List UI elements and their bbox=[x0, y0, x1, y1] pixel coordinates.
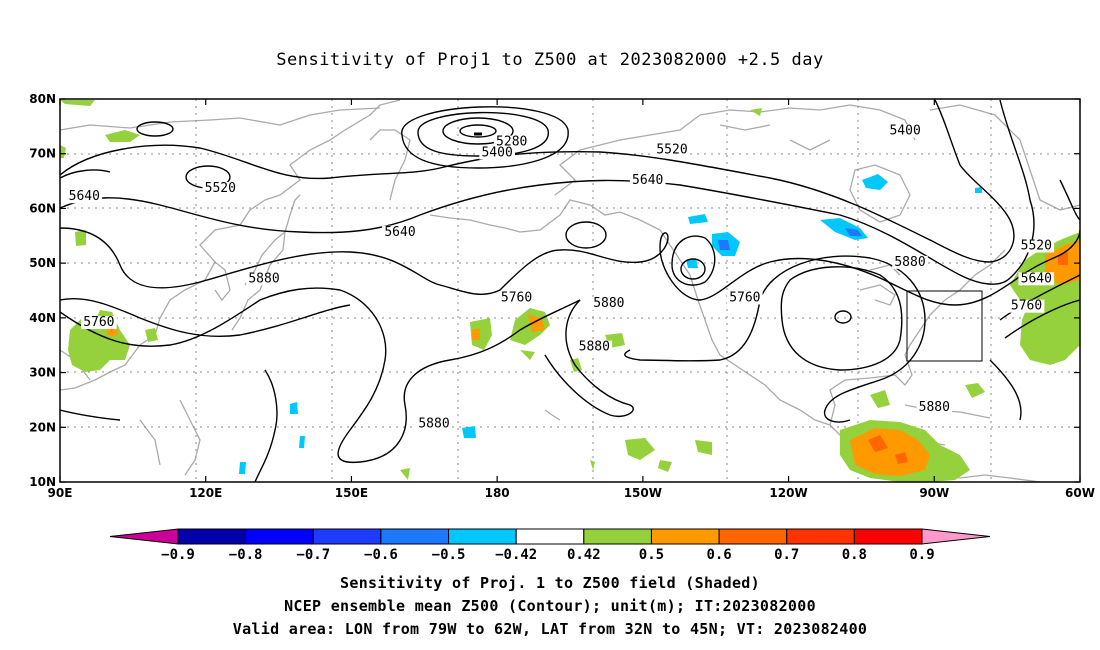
colorbar-label: −0.6 bbox=[364, 547, 398, 563]
map-title: Sensitivity of Proj1 to Z500 at 20230820… bbox=[276, 50, 824, 70]
contour-label-bg bbox=[727, 291, 763, 305]
contour-labels: 5280540054005520552055205640564056405640… bbox=[66, 124, 1055, 431]
colorbar-swatch bbox=[853, 528, 923, 545]
colorbar-swatch bbox=[448, 528, 517, 545]
contour-label-bg bbox=[576, 340, 613, 354]
colorbar-swatch bbox=[177, 528, 247, 545]
contour-label-bg bbox=[892, 255, 928, 269]
contour-label-bg bbox=[916, 400, 953, 414]
colorbar-label: −0.9 bbox=[161, 547, 195, 563]
colorbar-min-arrow bbox=[109, 528, 179, 545]
contour-label-bg bbox=[202, 182, 239, 196]
contour-label: 5520 bbox=[656, 143, 687, 158]
colorbar-label: −0.42 bbox=[495, 547, 537, 563]
contour-label-bg bbox=[654, 143, 690, 157]
colorbar-swatch bbox=[718, 528, 788, 545]
colorbar-swatch bbox=[515, 528, 585, 545]
contour-label: 5640 bbox=[632, 173, 663, 188]
caption-contour: NCEP ensemble mean Z500 (Contour); unit(… bbox=[284, 597, 816, 615]
colorbar-swatch bbox=[380, 528, 450, 545]
colorbar-label: −0.7 bbox=[296, 547, 330, 563]
lat-tick-label: 60N bbox=[29, 201, 56, 215]
contour-label: 5880 bbox=[418, 416, 449, 431]
lat-tick-label: 50N bbox=[29, 256, 56, 270]
valid-area-box bbox=[906, 290, 983, 362]
contour-label-bg bbox=[81, 316, 117, 330]
contour-label: 5760 bbox=[501, 290, 532, 305]
contour-label: 5280 bbox=[496, 135, 527, 150]
contour-label-bg bbox=[1018, 239, 1055, 253]
map-frame bbox=[59, 98, 1081, 483]
colorbar-label: 0.6 bbox=[706, 547, 731, 563]
contour-label: 5640 bbox=[1021, 271, 1052, 286]
contour-label-bg bbox=[493, 135, 530, 149]
contour-label: 5400 bbox=[481, 145, 512, 160]
lat-tick-label: 20N bbox=[29, 420, 56, 434]
contour-label-bg bbox=[1018, 272, 1055, 286]
colorbar-label: 0.42 bbox=[567, 547, 601, 563]
contour-label: 5880 bbox=[579, 340, 610, 355]
graticule bbox=[60, 99, 1080, 482]
colorbar-swatch bbox=[312, 528, 382, 545]
lat-tick-label: 10N bbox=[29, 475, 56, 489]
contour-label: 5520 bbox=[205, 181, 236, 196]
caption-shaded: Sensitivity of Proj. 1 to Z500 field (Sh… bbox=[340, 574, 760, 592]
lon-tick-label: 150W bbox=[624, 486, 662, 500]
colorbar-swatch bbox=[583, 528, 652, 545]
lon-tick-label: 90E bbox=[48, 486, 73, 500]
contour-label-bg bbox=[479, 146, 515, 160]
colorbar-label: 0.9 bbox=[909, 547, 934, 563]
contour-label: 5400 bbox=[889, 124, 920, 139]
contour-label-bg bbox=[382, 225, 418, 239]
contour-label-bg bbox=[246, 272, 282, 286]
contour-label: 5760 bbox=[1011, 299, 1042, 314]
colorbar bbox=[109, 528, 991, 545]
contour-label-bg bbox=[416, 417, 452, 431]
contour-label: 5760 bbox=[83, 315, 114, 330]
lon-tick-label: 150E bbox=[335, 486, 368, 500]
axis-ticks bbox=[59, 98, 1081, 483]
lon-tick-label: 120W bbox=[769, 486, 807, 500]
colorbar-swatch bbox=[650, 528, 720, 545]
lon-tick-label: 90W bbox=[919, 486, 949, 500]
contour-label-bg bbox=[498, 291, 535, 305]
contour-label: 5760 bbox=[729, 290, 760, 305]
contour-label: 5880 bbox=[919, 400, 950, 415]
colorbar-label: 0.5 bbox=[639, 547, 664, 563]
colorbar-labels: −0.9 −0.8 −0.7 −0.6 −0.5 −0.42 0.42 0.5 0.6 0.7 0.… bbox=[161, 547, 935, 563]
colorbar-label: −0.8 bbox=[229, 547, 263, 563]
colorbar-swatch bbox=[245, 528, 314, 545]
caption-valid-area: Valid area: LON from 79W to 62W, LAT fro… bbox=[232, 620, 868, 638]
contour-label-bg bbox=[66, 190, 103, 204]
contour-label: 5520 bbox=[1021, 238, 1052, 253]
contour-label: 5640 bbox=[69, 189, 100, 204]
contour-label-bg bbox=[629, 173, 666, 187]
colorbar-max-arrow bbox=[921, 528, 991, 545]
contour-label: 5880 bbox=[248, 271, 279, 286]
lon-tick-label: 60W bbox=[1065, 486, 1095, 500]
lat-tick-label: 40N bbox=[29, 311, 56, 325]
lon-tick-label: 180 bbox=[485, 486, 510, 500]
lon-tick-label: 120E bbox=[189, 486, 222, 500]
contour-label-bg bbox=[887, 124, 923, 138]
lat-tick-label: 70N bbox=[29, 147, 56, 161]
contour-label-bg bbox=[591, 296, 627, 310]
contour-label: 5640 bbox=[384, 225, 415, 240]
lat-tick-label: 30N bbox=[29, 366, 56, 380]
colorbar-swatch bbox=[786, 528, 855, 545]
lat-tick-label: 80N bbox=[29, 92, 56, 106]
colorbar-label: 0.7 bbox=[774, 547, 799, 563]
colorbar-label: 0.8 bbox=[842, 547, 867, 563]
contour-label: 5880 bbox=[894, 255, 925, 270]
colorbar-label: −0.5 bbox=[432, 547, 466, 563]
contour-label: 5880 bbox=[593, 296, 624, 311]
contour-label-bg bbox=[1008, 299, 1045, 313]
